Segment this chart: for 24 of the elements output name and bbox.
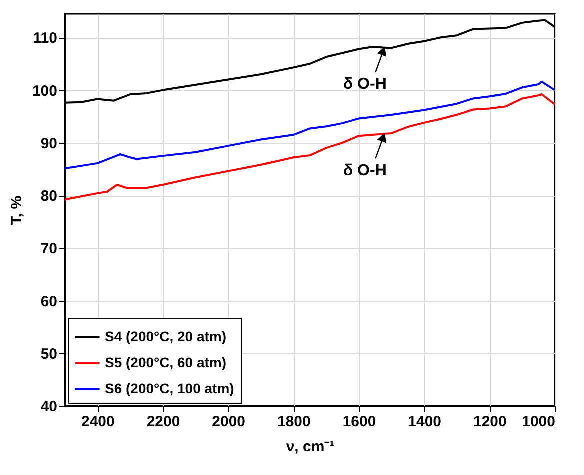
y-tick-label: 90: [40, 135, 58, 152]
legend-label: S5 (200°C, 60 atm): [105, 354, 227, 370]
y-tick-label: 50: [40, 346, 58, 363]
legend-label: S6 (200°C, 100 atm): [105, 380, 234, 396]
x-axis-title: ν, cm⁻¹: [286, 438, 335, 456]
x-tick-label: 1400: [408, 414, 442, 430]
y-tick-label: 60: [40, 293, 58, 310]
x-tick-label: 2200: [146, 414, 180, 430]
legend-label: S4 (200°C, 20 atm): [105, 328, 227, 344]
x-tick-label: 1600: [342, 414, 376, 430]
y-tick-label: 70: [40, 240, 58, 258]
x-tick-label: 1800: [277, 414, 311, 430]
y-tick-label: 80: [40, 188, 58, 206]
x-tick-label: 1200: [473, 414, 507, 430]
annotation: δ O-H: [343, 76, 387, 94]
y-tick-label: 40: [40, 398, 58, 416]
annotation: δ O-H: [343, 162, 387, 180]
x-tick-label: 1000: [522, 414, 556, 430]
x-tick-label: 2000: [212, 414, 246, 430]
line-series: [65, 94, 555, 201]
y-axis-title: T, %: [8, 196, 26, 226]
y-tick-label: 100: [32, 82, 58, 100]
x-tick-label: 2400: [81, 414, 115, 430]
y-tick-label: 110: [33, 30, 58, 48]
